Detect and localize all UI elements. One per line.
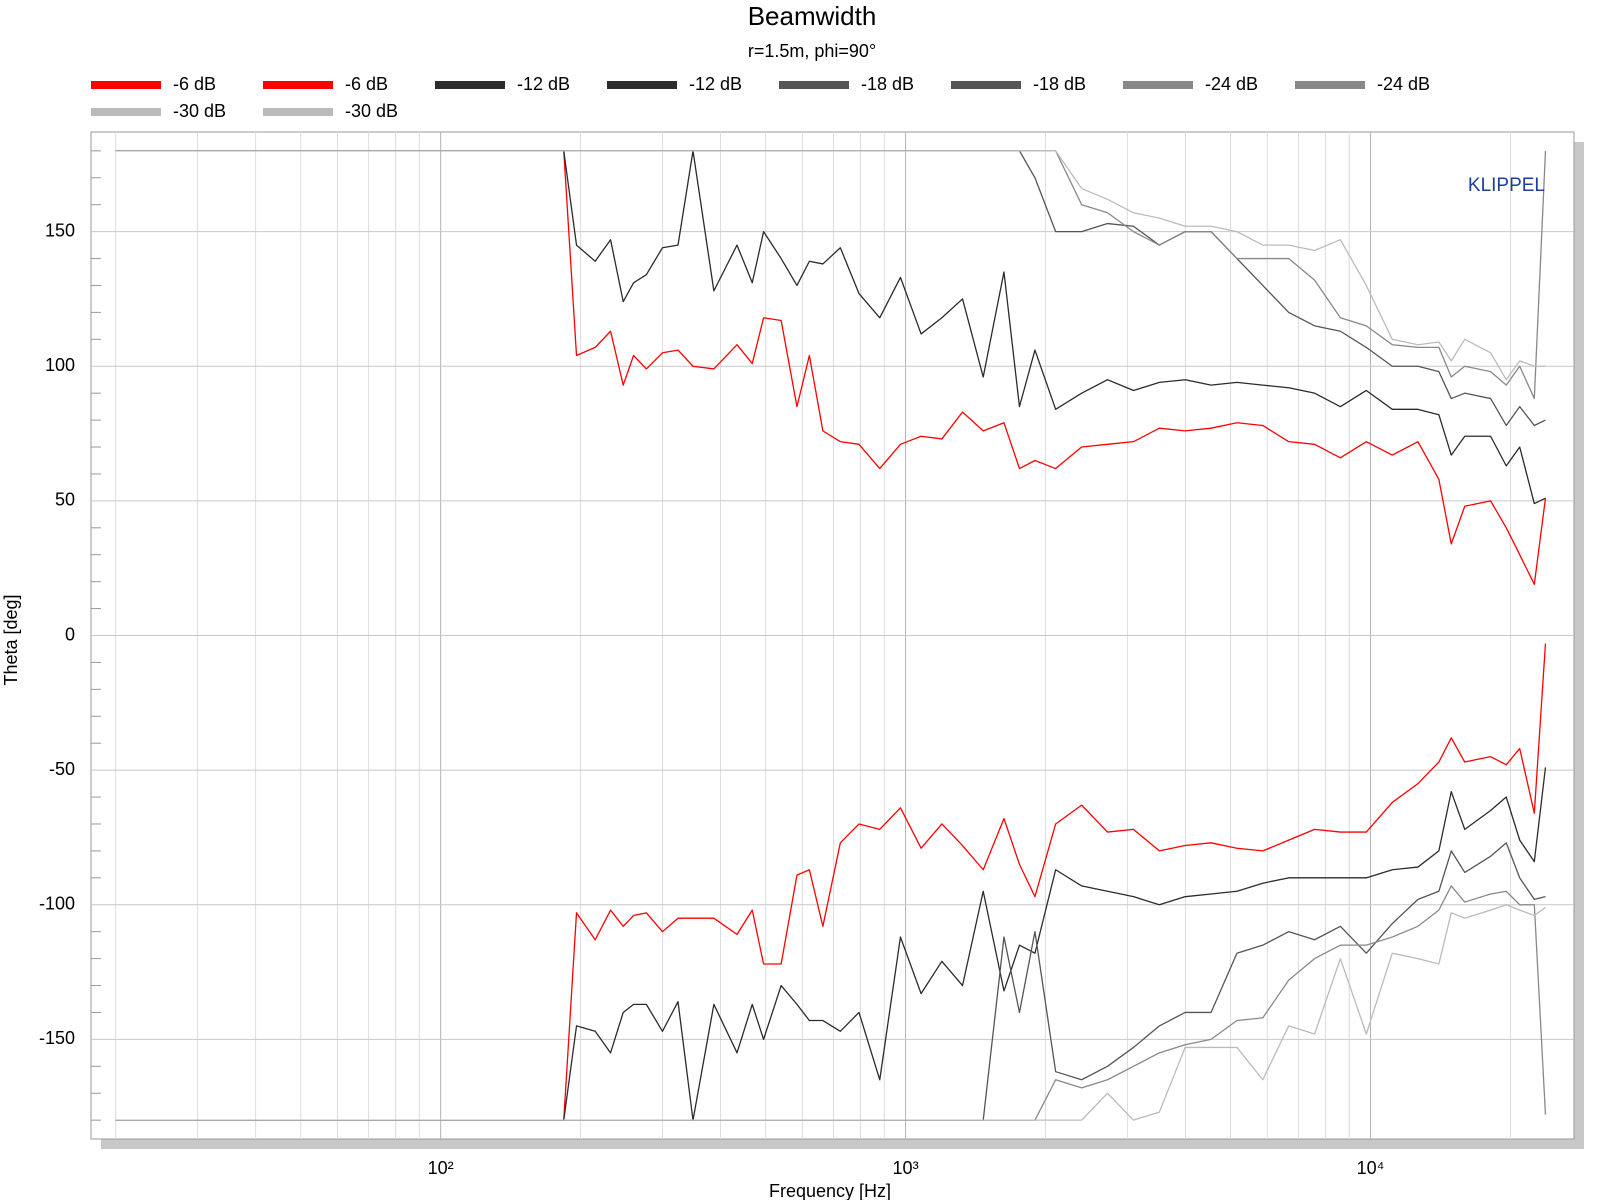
- chart-title: Beamwidth: [748, 1, 877, 31]
- legend-label: -6 dB: [173, 74, 216, 94]
- legend: -6 dB -6 dB -12 dB -12 dB -18 dB -18 dB -24 dB…: [91, 74, 1430, 121]
- legend-swatch: [91, 81, 161, 89]
- legend-swatch: [263, 108, 333, 116]
- legend-swatch: [1123, 81, 1193, 89]
- y-axis-label: Theta [deg]: [1, 594, 21, 685]
- y-tick-label: -100: [39, 894, 75, 914]
- data-line: [115, 904, 1546, 1121]
- legend-label: -18 dB: [861, 74, 914, 94]
- annotation: KLIPPEL: [1468, 175, 1545, 196]
- data-line: [115, 150, 1546, 505]
- legend-label: -24 dB: [1377, 74, 1430, 94]
- y-tick-label: 100: [45, 355, 75, 375]
- chart-subtitle: r=1.5m, phi=90°: [748, 41, 876, 61]
- y-tick-label: 150: [45, 220, 75, 240]
- legend-label: -12 dB: [517, 74, 570, 94]
- x-tick-label: 10³: [893, 1158, 919, 1178]
- legend-swatch: [1295, 81, 1365, 89]
- legend-label: -12 dB: [689, 74, 742, 94]
- legend-swatch: [951, 81, 1021, 89]
- legend-swatch: [263, 81, 333, 89]
- legend-label: -30 dB: [173, 101, 226, 121]
- legend-swatch: [607, 81, 677, 89]
- legend-label: -24 dB: [1205, 74, 1258, 94]
- grid: [91, 132, 1574, 1139]
- legend-label: -18 dB: [1033, 74, 1086, 94]
- data-line: [115, 150, 1547, 585]
- legend-swatch: [435, 81, 505, 89]
- y-tick-label: 0: [65, 624, 75, 644]
- x-tick-label: 10⁴: [1357, 1158, 1385, 1178]
- x-tick-label: 10²: [428, 1158, 454, 1178]
- data-line: [115, 150, 1546, 381]
- data-line: [115, 643, 1547, 1121]
- x-axis-label: Frequency [Hz]: [769, 1181, 891, 1200]
- y-tick-label: -50: [49, 759, 75, 779]
- y-tick-label: -150: [39, 1028, 75, 1048]
- legend-label: -30 dB: [345, 101, 398, 121]
- legend-label: -6 dB: [345, 74, 388, 94]
- plot-lines: [115, 150, 1547, 1121]
- legend-swatch: [779, 81, 849, 89]
- legend-swatch: [91, 108, 161, 116]
- y-tick-label: 50: [55, 490, 75, 510]
- data-line: [115, 767, 1547, 1121]
